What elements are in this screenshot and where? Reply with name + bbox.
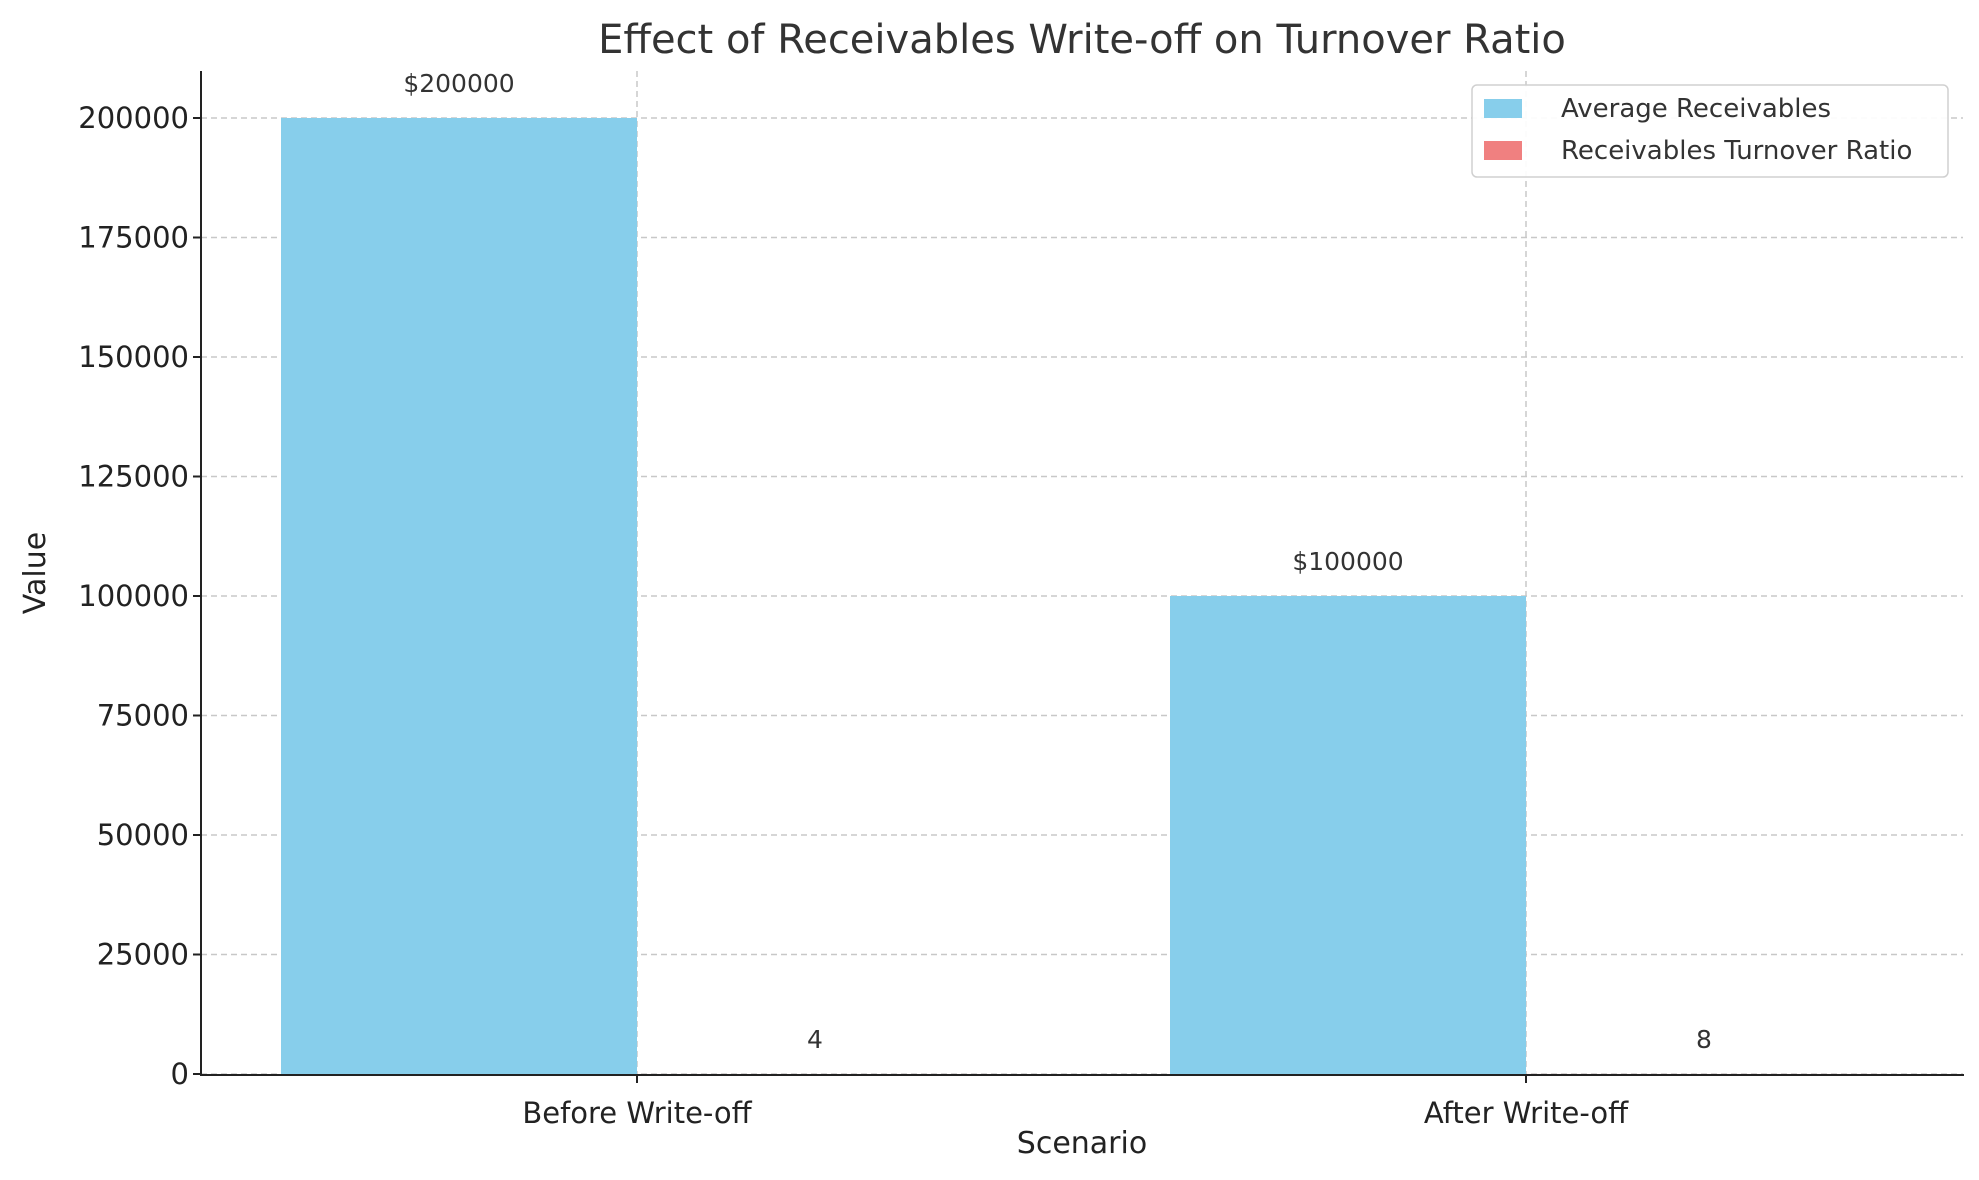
y-tick-label: 75000 <box>97 699 189 733</box>
legend-label-average-receivables: Average Receivables <box>1561 94 1831 124</box>
y-tick-label: 0 <box>171 1057 189 1091</box>
legend-label-receivables-turnover-ratio: Receivables Turnover Ratio <box>1561 136 1912 166</box>
y-tick-label: 50000 <box>97 818 189 852</box>
y-tick-label: 150000 <box>78 340 189 374</box>
y-tick-label: 125000 <box>78 460 189 494</box>
x-axis-label: Scenario <box>1017 1126 1147 1161</box>
bar-average-receivables-before-write-off <box>281 118 637 1074</box>
y-tick-label: 175000 <box>78 221 189 255</box>
x-tick-label-after-write-off: After Write-off <box>1424 1096 1629 1130</box>
legend: Average Receivables Receivables Turnover… <box>1471 84 1949 178</box>
y-tick-label: 25000 <box>97 938 189 972</box>
data-label-average-receivables-before-write-off: $200000 <box>403 69 514 98</box>
data-label-receivables-turnover-ratio-before-write-off: 4 <box>807 1025 823 1054</box>
data-label-receivables-turnover-ratio-after-write-off: 8 <box>1696 1025 1712 1054</box>
bar-average-receivables-after-write-off <box>1170 596 1526 1074</box>
data-label-average-receivables-after-write-off: $100000 <box>1292 547 1403 576</box>
x-tick-label-before-write-off: Before Write-off <box>522 1096 752 1130</box>
y-tick-label: 100000 <box>78 579 189 613</box>
legend-box <box>1471 84 1949 178</box>
y-tick-label: 200000 <box>78 101 189 135</box>
legend-swatch-receivables-turnover-ratio <box>1484 141 1522 160</box>
ticks: 0 25000 50000 75000 100000 125000 150000 175000… <box>78 101 1629 1130</box>
data-labels: $200000 $100000 4 8 <box>403 69 1712 1054</box>
legend-swatch-average-receivables <box>1484 99 1522 118</box>
chart-title: Effect of Receivables Write-off on Turno… <box>598 17 1566 63</box>
bars <box>281 118 1882 1074</box>
y-axis-label: Value <box>18 532 53 614</box>
